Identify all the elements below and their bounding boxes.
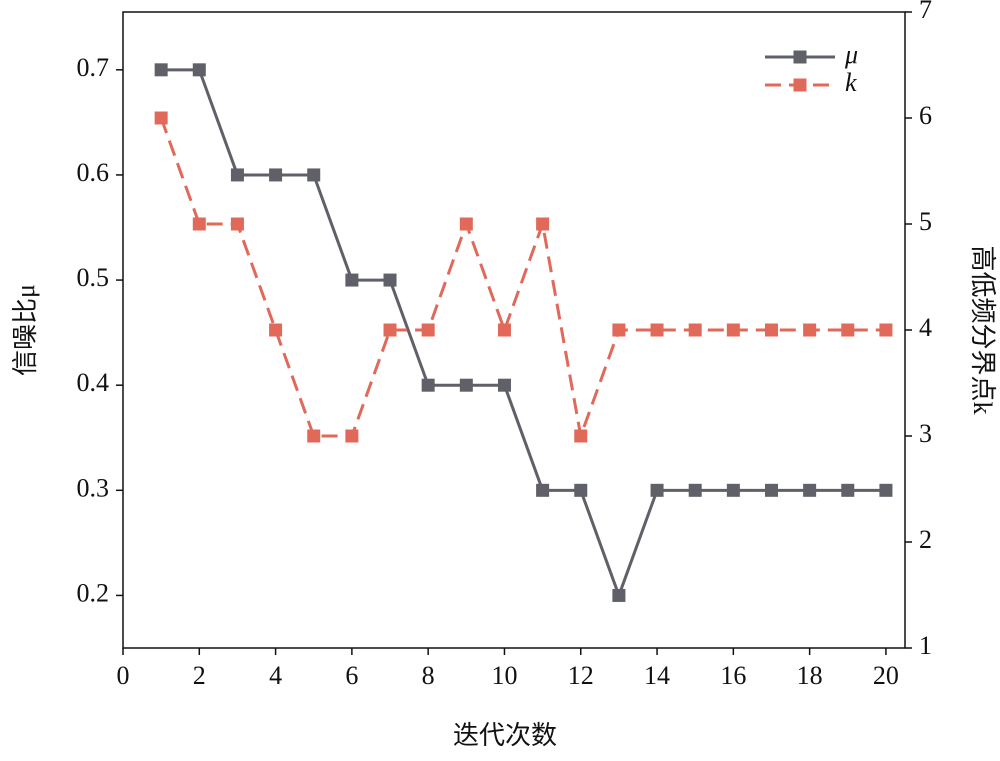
x-tick-label: 18: [797, 661, 823, 690]
point-marker: [536, 483, 550, 497]
y2-axis-label: 高低频分界点k: [968, 245, 997, 414]
point-marker: [726, 323, 740, 337]
point-marker: [192, 63, 206, 77]
point-marker: [307, 168, 321, 182]
y2-tick-label: 1: [919, 631, 932, 660]
point-marker: [574, 483, 588, 497]
y2-tick-label: 4: [919, 313, 932, 342]
point-marker: [192, 217, 206, 231]
y-tick-label: 0.6: [77, 158, 110, 187]
series-line: [159, 117, 886, 442]
point-marker: [230, 217, 244, 231]
x-tick-label: 2: [193, 661, 206, 690]
point-marker: [536, 217, 550, 231]
point-marker: [421, 378, 435, 392]
point-marker: [688, 323, 702, 337]
point-marker: [879, 323, 893, 337]
point-marker: [269, 168, 283, 182]
point-marker: [459, 217, 473, 231]
point-marker: [688, 483, 702, 497]
y-tick-label: 0.3: [77, 473, 110, 502]
point-marker: [230, 168, 244, 182]
point-marker: [459, 378, 473, 392]
point-marker: [269, 323, 283, 337]
y2-tick-label: 5: [919, 207, 932, 236]
point-marker: [345, 273, 359, 287]
point-marker: [764, 483, 778, 497]
point-marker: [612, 588, 626, 602]
point-marker: [497, 378, 511, 392]
legend-label: μ: [844, 40, 858, 69]
point-marker: [421, 323, 435, 337]
x-tick-label: 6: [345, 661, 358, 690]
y-tick-label: 0.2: [77, 578, 110, 607]
point-marker: [803, 483, 817, 497]
x-tick-label: 14: [644, 661, 670, 690]
point-marker: [726, 483, 740, 497]
y-tick-label: 0.4: [77, 368, 110, 397]
point-marker: [497, 323, 511, 337]
x-tick-label: 20: [873, 661, 899, 690]
x-tick-label: 10: [491, 661, 517, 690]
x-tick-label: 12: [568, 661, 594, 690]
x-axis-label: 迭代次数: [453, 721, 557, 750]
y2-tick-label: 7: [919, 0, 932, 24]
point-marker: [154, 111, 168, 125]
point-marker: [879, 483, 893, 497]
x-tick-label: 16: [720, 661, 746, 690]
point-marker: [574, 429, 588, 443]
x-tick-label: 8: [422, 661, 435, 690]
x-tick-label: 0: [117, 661, 130, 690]
legend-marker: [793, 78, 807, 92]
point-marker: [383, 273, 397, 287]
point-marker: [841, 483, 855, 497]
y-tick-label: 0.5: [77, 263, 110, 292]
y2-tick-label: 2: [919, 525, 932, 554]
point-marker: [764, 323, 778, 337]
x-tick-label: 4: [269, 661, 282, 690]
point-marker: [803, 323, 817, 337]
point-marker: [154, 63, 168, 77]
point-marker: [345, 429, 359, 443]
y2-tick-label: 6: [919, 101, 932, 130]
y2-tick-label: 3: [919, 419, 932, 448]
legend-marker: [793, 50, 807, 64]
point-marker: [841, 323, 855, 337]
point-marker: [650, 323, 664, 337]
point-marker: [650, 483, 664, 497]
point-marker: [307, 429, 321, 443]
point-marker: [612, 323, 626, 337]
point-marker: [383, 323, 397, 337]
y-axis-label: 信噪比μ: [11, 284, 40, 376]
y-tick-label: 0.7: [77, 53, 110, 82]
legend-label: k: [845, 68, 857, 97]
